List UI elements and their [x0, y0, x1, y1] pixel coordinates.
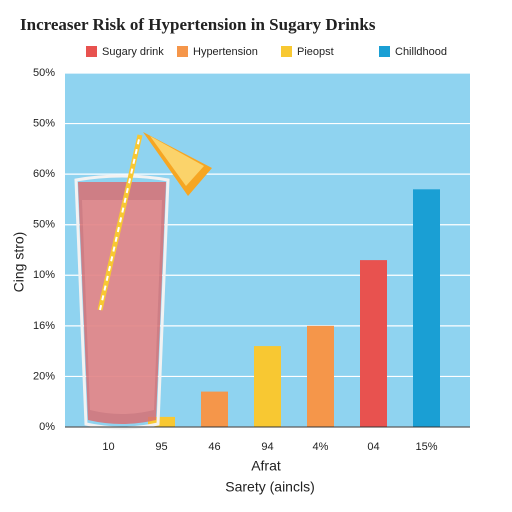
x-tick-label: 95	[155, 441, 167, 453]
bar	[201, 391, 228, 427]
legend-label: Hypertension	[193, 46, 258, 58]
x-tick-label: 46	[208, 441, 220, 453]
bar	[254, 346, 281, 427]
bar	[360, 260, 387, 427]
y-tick-label: 50%	[33, 117, 55, 129]
legend-label: Sugary drink	[102, 46, 164, 58]
bars	[148, 189, 440, 427]
y-axis-label: Cing stro)	[11, 232, 27, 293]
y-tick-label: 20%	[33, 370, 55, 382]
legend-swatch	[86, 46, 97, 57]
y-tick-label: 50%	[33, 67, 55, 79]
x-tick-label: 10	[102, 441, 114, 453]
y-tick-label: 0%	[39, 421, 55, 433]
bar	[148, 416, 175, 427]
x-axis-label: Afrat	[251, 458, 281, 474]
bar	[307, 325, 334, 427]
legend-swatch	[177, 46, 188, 57]
y-tick-label: 16%	[33, 320, 55, 332]
bar	[413, 189, 440, 427]
chart-title: Increaser Risk of Hypertension in Sugary…	[20, 15, 376, 34]
x-axis-label: Sarety (aincls)	[225, 479, 314, 495]
y-tick-label: 50%	[33, 219, 55, 231]
x-tick-label: 4%	[313, 441, 329, 453]
x-tick-label: 15%	[415, 441, 437, 453]
legend-swatch	[281, 46, 292, 57]
x-tick-label: 94	[261, 441, 273, 453]
x-tick-label: 04	[367, 441, 379, 453]
legend-label: Pieopst	[297, 46, 334, 58]
y-tick-label: 60%	[33, 168, 55, 180]
legend-label: Chilldhood	[395, 46, 447, 58]
legend-swatch	[379, 46, 390, 57]
legend: Sugary drink Hypertension Pieopst Chilldhoo…	[86, 46, 447, 58]
y-tick-label: 10%	[33, 269, 55, 281]
